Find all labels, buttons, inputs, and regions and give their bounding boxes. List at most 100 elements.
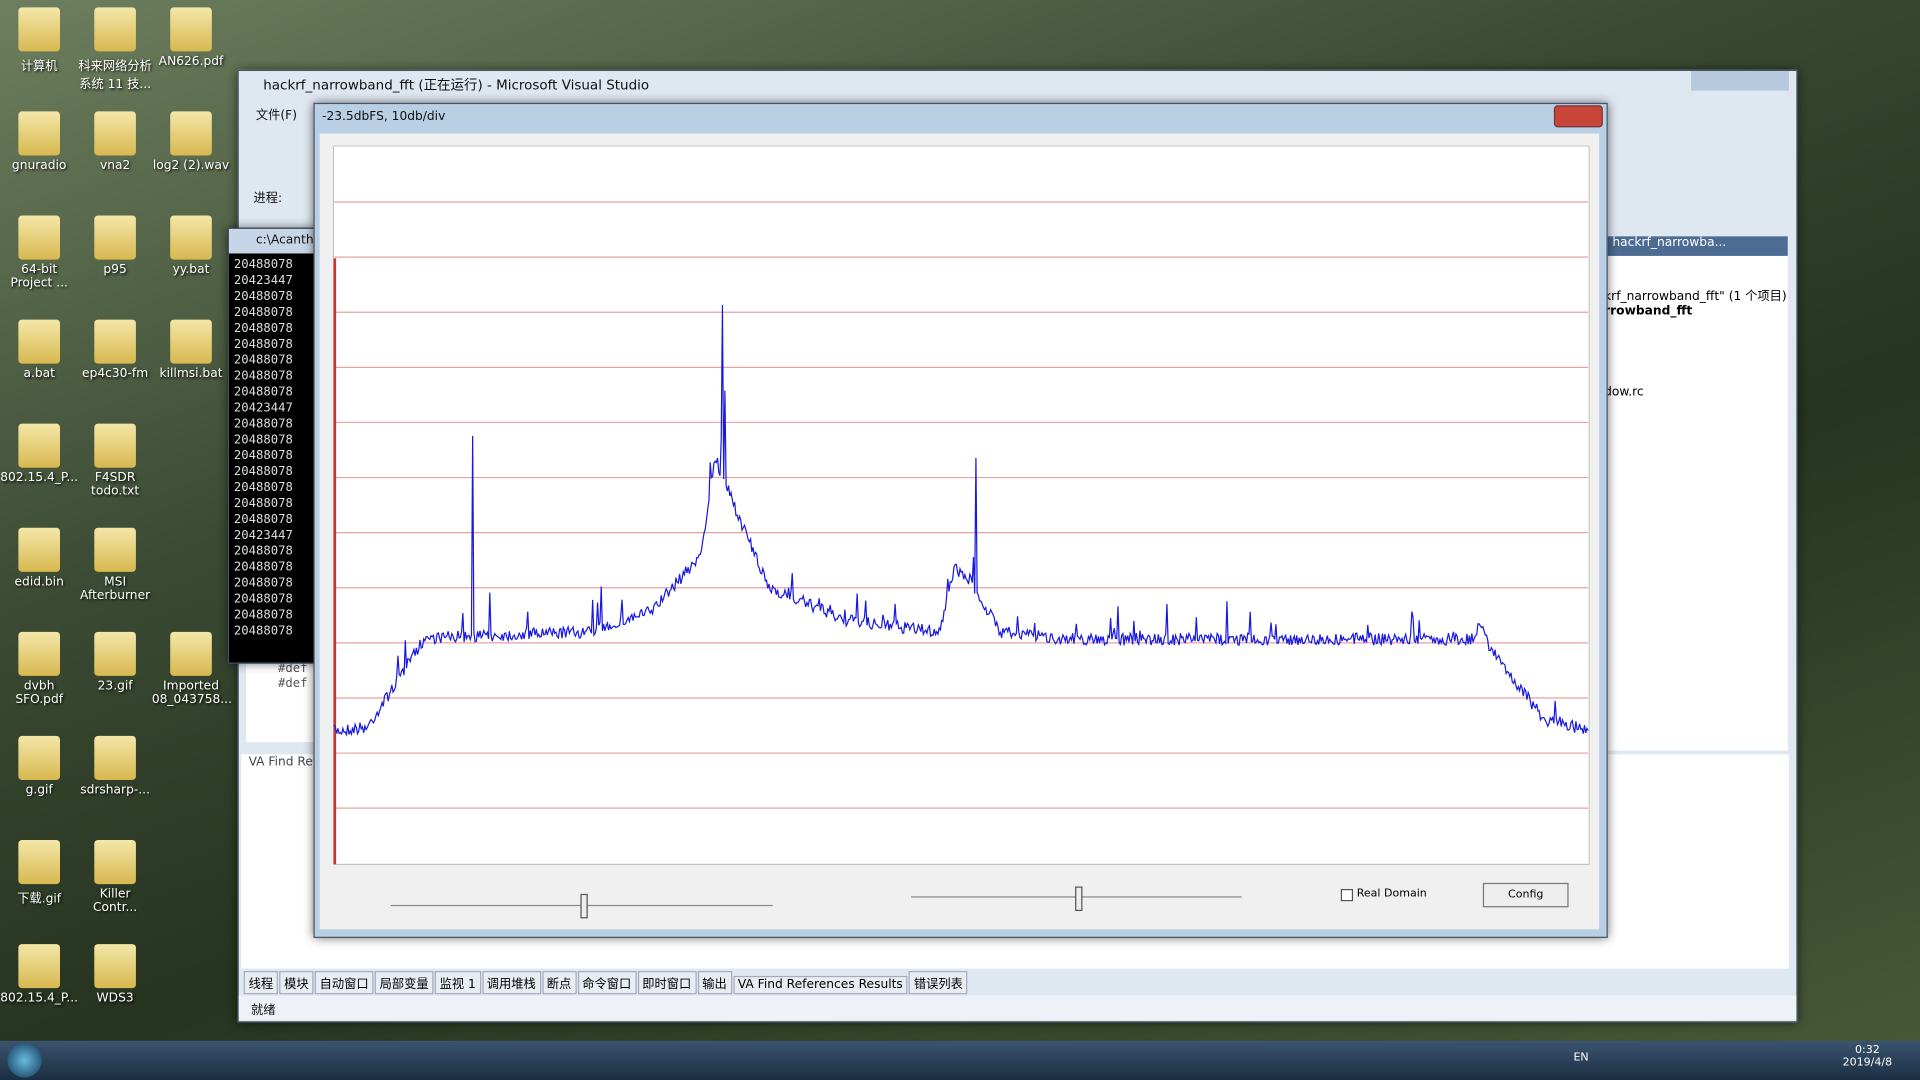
icon-label: dvbh SFO.pdf — [15, 679, 64, 707]
process-label: 进程: — [253, 192, 283, 206]
desktop-icon[interactable]: AN626.pdf — [152, 7, 230, 69]
desktop-icon[interactable]: g.gif — [0, 735, 78, 798]
icon-image — [18, 7, 61, 52]
desktop-icon[interactable]: 64-bit Project ... — [0, 215, 78, 291]
icon-label: yy.bat — [172, 263, 210, 277]
icon-image — [94, 215, 136, 260]
console-line: 20488078 — [233, 592, 293, 607]
checkbox[interactable] — [1340, 888, 1354, 902]
tab: 即时窗口 — [637, 971, 697, 995]
slider[interactable] — [580, 893, 588, 919]
console-line: 20488078 — [233, 576, 293, 591]
desktop-icon[interactable]: vna2 — [76, 111, 154, 173]
desktop-icon[interactable]: 802.15.4_P... — [0, 944, 78, 1005]
icon-image — [18, 111, 61, 156]
icon-image — [18, 215, 61, 260]
icon-image — [18, 527, 61, 572]
icon-image — [94, 944, 136, 989]
date: 2019/4/8 — [1842, 1056, 1893, 1069]
icon-image — [94, 840, 136, 885]
icon-label: 64-bit Project ... — [10, 263, 68, 291]
icon-image — [18, 735, 61, 781]
icon-image — [170, 7, 212, 52]
console-line: 20488078 — [233, 608, 293, 623]
desktop-icon[interactable]: dvbh SFO.pdf — [0, 631, 78, 707]
desktop-icon[interactable]: edid.bin — [0, 527, 78, 589]
icon-image — [170, 319, 212, 364]
tab: 调用堆栈 — [481, 971, 541, 995]
console-title: c:\Acanth... — [255, 233, 326, 248]
config-button[interactable]: Config — [1482, 882, 1569, 908]
clock[interactable]: 0:32 2019/4/8 — [1837, 1044, 1898, 1068]
status: 就绪 — [251, 1004, 276, 1018]
icon-image — [94, 735, 136, 781]
icon-image — [94, 423, 136, 468]
desktop-icon[interactable]: gnuradio — [0, 111, 78, 173]
solution-item: rrowband_fft — [1604, 304, 1693, 319]
desktop-icon[interactable]: sdrsharp-... — [76, 735, 154, 798]
icon-image — [18, 944, 61, 989]
console-line: 20488078 — [233, 624, 293, 638]
icon-image — [94, 7, 136, 52]
solution-explorer: - hackrf_narrowba... krf_narrowband_fft"… — [1604, 236, 1788, 751]
console-line: 20488078 — [233, 322, 293, 336]
desktop-icon[interactable]: 23.gif — [76, 631, 154, 694]
icon-label: gnuradio — [11, 159, 67, 173]
console-line: 20423447 — [233, 274, 293, 288]
icon-image — [94, 631, 136, 676]
tab: 错误列表 — [908, 971, 968, 995]
icon-label: 23.gif — [97, 679, 133, 694]
tab: 线程 — [243, 971, 278, 995]
desktop-icon[interactable]: Imported 08_043758... — [152, 631, 232, 707]
icon-image — [18, 319, 61, 364]
desktop-icon[interactable]: 下载.gif — [0, 840, 78, 906]
lang[interactable]: EN — [1573, 1051, 1589, 1065]
icon-image — [94, 319, 136, 364]
icon-label: sdrsharp-... — [80, 783, 150, 798]
window-controls[interactable] — [1691, 71, 1789, 91]
tab: 模块 — [279, 971, 314, 995]
console-line: 20488078 — [233, 481, 293, 495]
desktop-icon[interactable]: Killer Contr... — [76, 840, 154, 915]
desktop-icon[interactable]: killmsi.bat — [152, 319, 230, 381]
solution-item: krf_narrowband_fft" (1 个项目) — [1604, 290, 1787, 304]
icon-label: 802.15.4_P... — [0, 471, 79, 485]
close-button[interactable] — [1553, 105, 1603, 128]
desktop-icon[interactable]: MSI Afterburner — [76, 527, 154, 602]
desktop-icon[interactable]: WDS3 — [76, 944, 154, 1005]
icon-image — [170, 111, 212, 156]
icon-image — [18, 840, 61, 885]
desktop-icon[interactable]: log2 (2).wav — [152, 111, 230, 173]
tab: VA Find References Results — [732, 975, 908, 995]
desktop-icon[interactable]: 科来网络分析系统 11 技... — [76, 7, 154, 92]
desktop-icon[interactable]: 计算机 — [0, 7, 78, 73]
icon-label: 802.15.4_P... — [0, 991, 79, 1006]
slider[interactable] — [1075, 886, 1083, 912]
solution-tab: - hackrf_narrowba... — [1604, 236, 1788, 256]
console-line: 20488078 — [233, 560, 293, 575]
desktop-icon[interactable]: ep4c30-fm — [76, 319, 154, 381]
icon-image — [170, 215, 212, 260]
console-line: 20488078 — [233, 258, 293, 272]
menu-file[interactable]: 文件(F) — [255, 108, 298, 123]
tab: 输出 — [697, 971, 732, 995]
desktop-icon[interactable]: a.bat — [0, 319, 78, 381]
icon-label: Killer Contr... — [93, 887, 138, 915]
tab: 局部变量 — [374, 971, 434, 995]
icon-label: AN626.pdf — [158, 55, 224, 69]
desktop-icon[interactable]: F4SDR todo.txt — [76, 423, 154, 498]
desktop-icon[interactable]: 802.15.4_P... — [0, 423, 79, 485]
icon-image — [94, 111, 136, 156]
icon-image — [18, 631, 61, 676]
start-button[interactable] — [7, 1043, 42, 1078]
icon-label: p95 — [103, 263, 127, 277]
vs-title: hackrf_narrowband_fft (正在运行) - Microsoft… — [263, 77, 650, 94]
icon-label: vna2 — [99, 159, 131, 173]
desktop-icon[interactable]: yy.bat — [152, 215, 230, 277]
icon-label: killmsi.bat — [159, 367, 223, 381]
console-line: 20488078 — [233, 513, 293, 527]
icon-label: g.gif — [25, 783, 53, 798]
desktop-icon[interactable]: p95 — [76, 215, 154, 277]
console-line: 20488078 — [233, 290, 293, 304]
